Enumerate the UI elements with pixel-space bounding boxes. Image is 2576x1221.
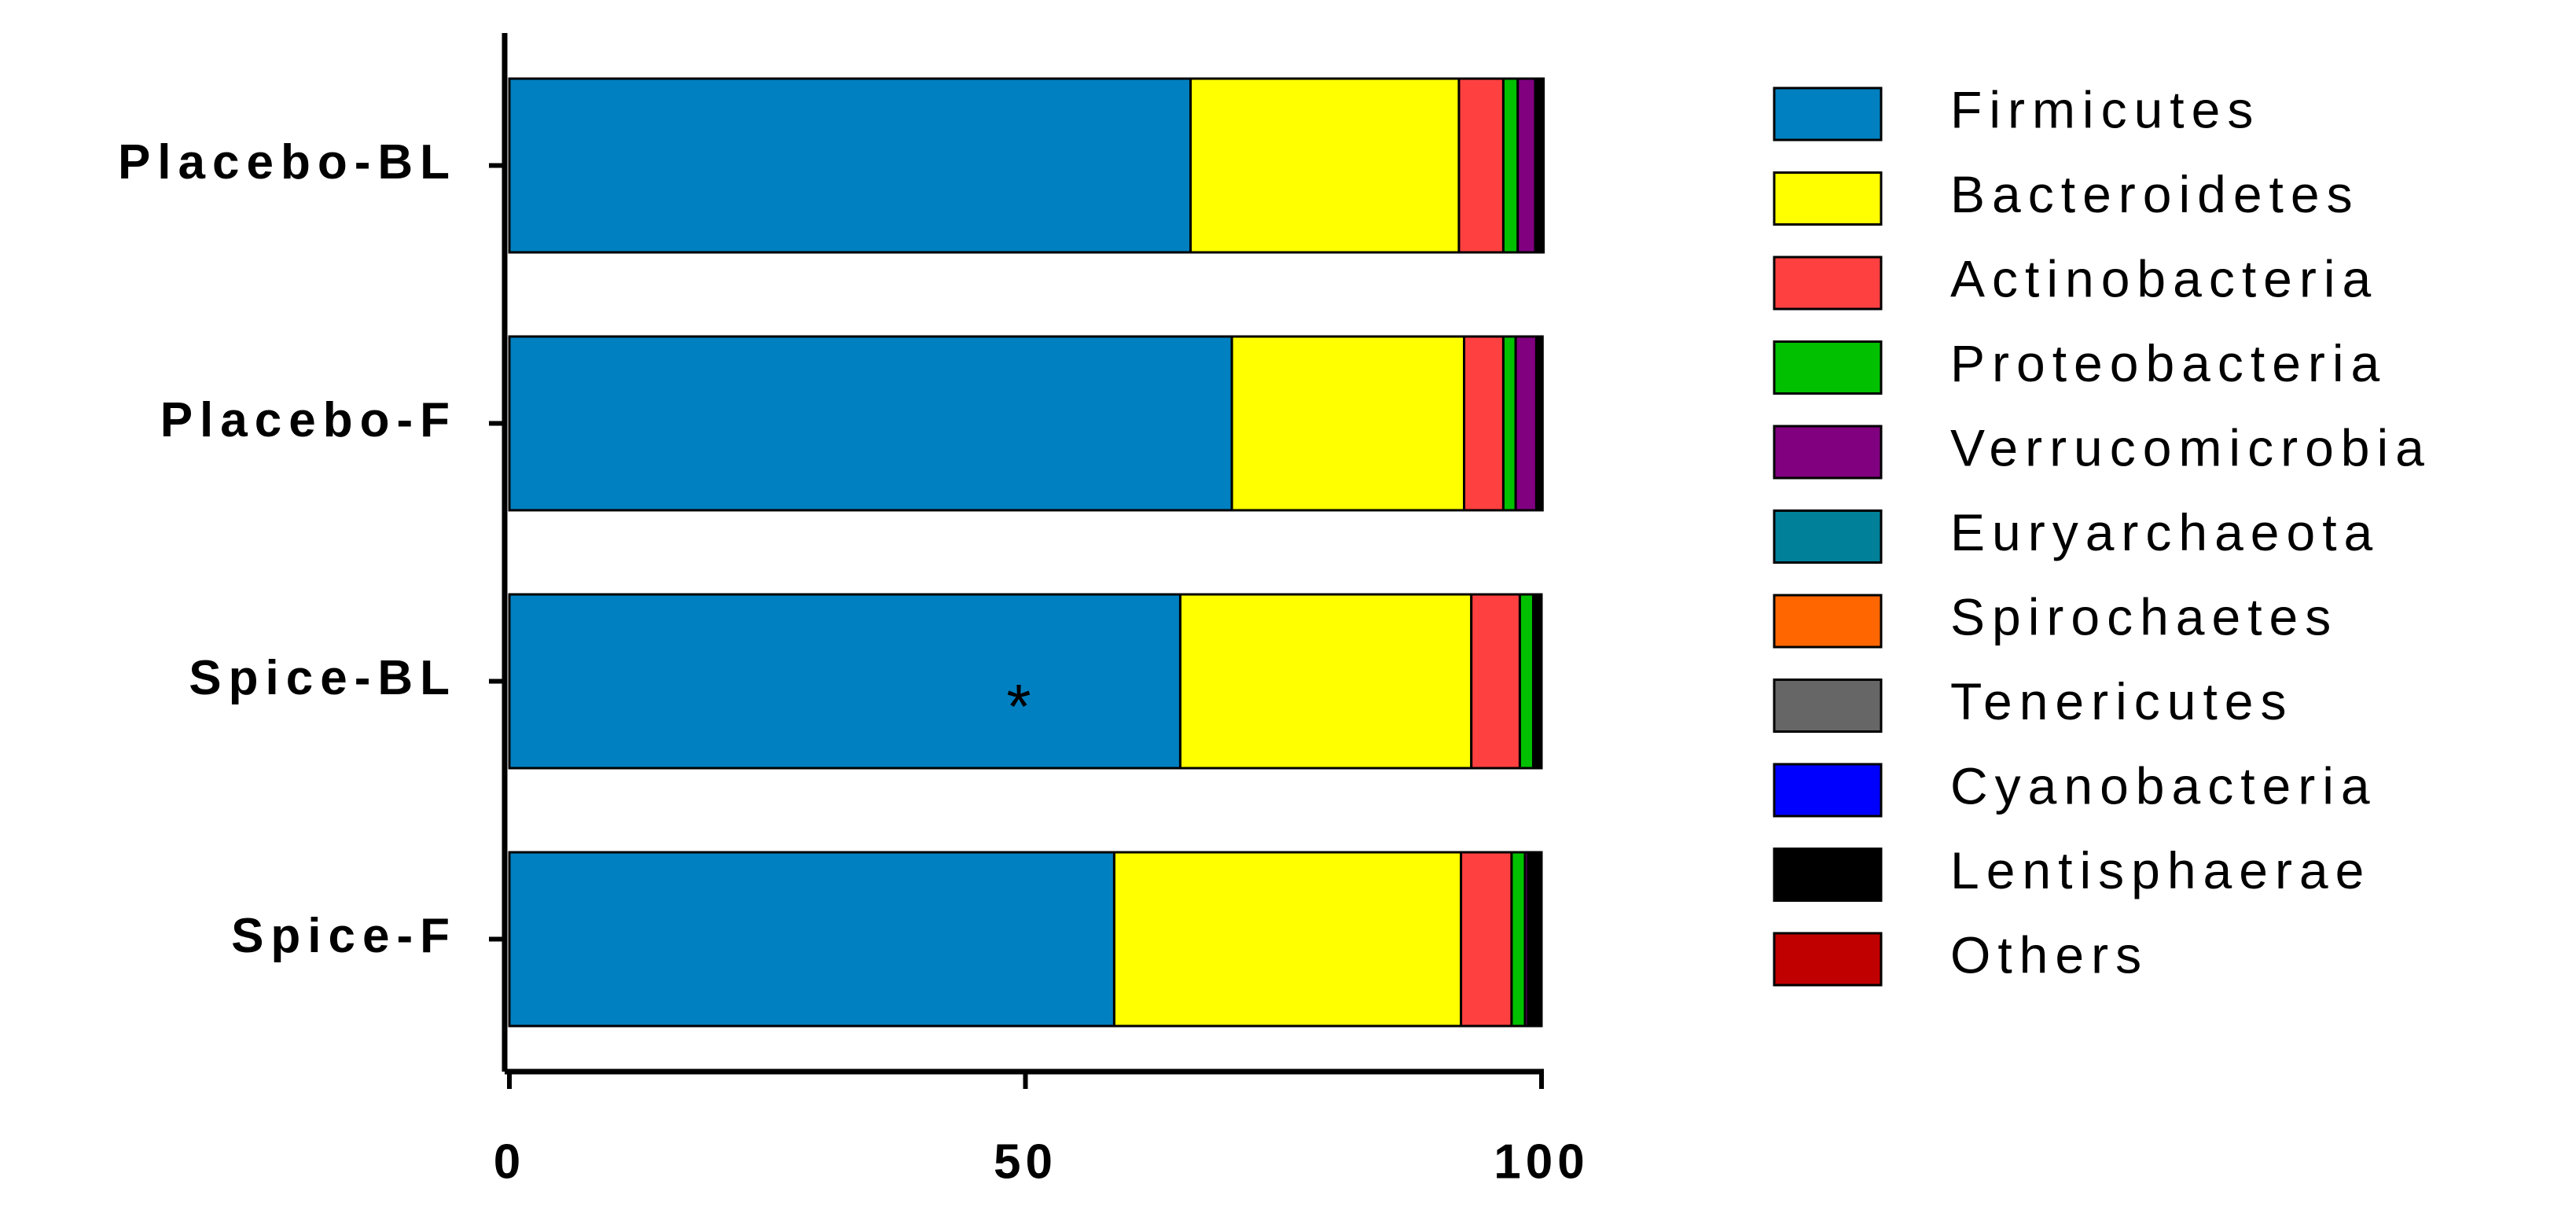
bar-segment [1501, 335, 1517, 512]
annotation: * [1006, 671, 1031, 741]
bar-segment [1470, 593, 1521, 770]
legend-swatch [1773, 932, 1883, 987]
legend-swatch [1773, 86, 1883, 142]
legend-swatch [1773, 679, 1883, 733]
legend-label: Verrucomicrobia [1950, 418, 2431, 476]
legend-label: Proteobacteria [1950, 334, 2387, 392]
bar-segment [508, 77, 1192, 254]
bar-segment [1189, 77, 1461, 254]
legend-label: Actinobacteria [1950, 249, 2378, 307]
legend-swatch [1773, 425, 1883, 480]
bar-segment [1538, 851, 1543, 1028]
bar-segment [1178, 593, 1473, 770]
y-tick-label: Spice-BL [189, 651, 457, 705]
legend-label: Bacteroidetes [1950, 165, 2360, 223]
legend-swatch [1773, 340, 1883, 395]
y-tick-label: Placebo-BL [118, 135, 457, 189]
legend-label: Spirochaetes [1950, 587, 2338, 645]
bar-segment [1510, 851, 1527, 1028]
legend-label: Firmicutes [1950, 80, 2260, 138]
bar-segment [1541, 77, 1545, 254]
bar-segment [1457, 77, 1505, 254]
bar-segment [508, 851, 1115, 1028]
legend-swatch [1773, 509, 1883, 564]
y-tick-label: Spice-F [231, 909, 457, 963]
bar-segment [1539, 593, 1543, 770]
x-tick-label: 50 [994, 1135, 1057, 1189]
bar-segment [1501, 77, 1520, 254]
legend-label: Lentisphaerae [1950, 841, 2371, 899]
bar-segment [1112, 851, 1463, 1028]
legend-label: Euryarchaeota [1950, 503, 2379, 561]
bar-segment [508, 593, 1181, 770]
legend-swatch [1773, 594, 1883, 649]
y-tick-label: Placebo-F [160, 393, 457, 447]
bar-segment [508, 335, 1233, 512]
legend-swatch [1773, 171, 1883, 226]
bar-segment [1463, 335, 1505, 512]
legend-swatch [1773, 763, 1883, 818]
legend-label: Others [1950, 925, 2148, 984]
legend-label: Cyanobacteria [1950, 756, 2377, 815]
bar-segment [1514, 335, 1538, 512]
legend-label: Tenericutes [1950, 672, 2294, 730]
bar-segment [1460, 851, 1513, 1028]
bar-segment [1518, 593, 1534, 770]
bar-segment [1516, 77, 1537, 254]
legend-swatch [1773, 256, 1883, 311]
x-tick-label: 0 [494, 1135, 525, 1189]
x-tick-label: 100 [1494, 1135, 1589, 1189]
legend-swatch [1773, 848, 1883, 902]
bar-segment [1230, 335, 1466, 512]
